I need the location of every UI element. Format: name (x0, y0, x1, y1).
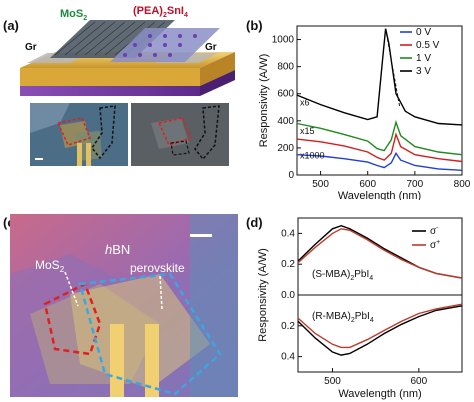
legend-label-b: 0.5 V (416, 40, 440, 51)
x-tick-label-d: 500 (324, 376, 341, 387)
label-s-mba: (S-MBA)2PbI4 (312, 269, 373, 282)
scale-bar (190, 234, 212, 237)
responsivity-chart-b: 500 600 700 800 0 200 400 600 800 1000 Wavelength … (258, 25, 471, 200)
x-tick-label-b: 600 (359, 179, 376, 190)
gr-right-label: Gr (205, 42, 217, 53)
y-axis-label-b: Responsivity (A/W) (258, 54, 270, 148)
panel-a-label: (a) (3, 18, 19, 33)
optical-micrograph-c: hBN MoS2 perovskite (10, 214, 238, 397)
series-line-d-1-0 (297, 305, 463, 356)
y-tick-label-d: 0.2 (281, 259, 295, 270)
x-tick-label-b: 800 (454, 179, 471, 190)
y-axis-label-d: Responsivity (A/W) (257, 248, 269, 342)
x-axis-label-b: Wavelength (nm) (338, 190, 421, 200)
series-line-d-1-1 (297, 303, 463, 349)
x-tick-label-b: 700 (407, 179, 424, 190)
legend-label-b: 1 V (416, 53, 431, 64)
series-line-b-0V (296, 151, 463, 171)
y-tick-label-b: 200 (277, 143, 294, 154)
substrate-side (200, 52, 235, 86)
annotation-x15: x15 (300, 126, 315, 136)
series-line-d-0-1 (297, 228, 463, 279)
device-schematic: MoS2 (PEA)2SnI4 Gr Gr (20, 5, 235, 96)
panel-b-label: (b) (246, 18, 263, 33)
optical-micrograph-right (131, 103, 229, 166)
perovskite-outline (78, 272, 222, 396)
substrate-bottom-layer (20, 86, 200, 96)
series-line-b-3V (296, 28, 463, 126)
legend-label-b: 3 V (416, 66, 431, 77)
y-tick-label-d: 0.0 (281, 290, 295, 301)
x-axis-label-d: Wavelength (nm) (338, 388, 421, 400)
annotation-x1000: x1000 (300, 151, 325, 161)
gr-left-label: Gr (25, 42, 37, 53)
y-tick-label-b: 400 (277, 116, 294, 127)
y-tick-label-d: 0.4 (281, 228, 295, 239)
legend-label-d: σ- (430, 225, 439, 237)
x-tick-label-d: 600 (410, 376, 427, 387)
y-tick-label-d: 0.4 (281, 352, 295, 363)
label-r-mba: (R-MBA)2PbI4 (312, 311, 374, 324)
hbn-label: hBN (105, 242, 130, 257)
peak-shift-line-b (386, 34, 401, 108)
legend-label-b: 0 V (416, 27, 431, 38)
y-tick-label-d: 0.2 (281, 321, 295, 332)
y-tick-label-b: 800 (277, 62, 294, 73)
y-tick-label-b: 600 (277, 89, 294, 100)
mos2-label-c: MoS2 (35, 258, 65, 274)
legend-label-d: σ+ (430, 239, 440, 251)
y-tick-label-b: 1000 (272, 35, 295, 46)
optical-micrograph-left (30, 103, 128, 166)
annotation-x6: x6 (300, 98, 310, 108)
y-tick-label-b: 0 (288, 170, 294, 181)
x-tick-label-b: 500 (312, 179, 329, 190)
pea-schematic-label: (PEA)2SnI4 (133, 5, 188, 19)
substrate-front (20, 68, 200, 86)
plot-frame-b (296, 25, 463, 176)
responsivity-chart-d: 500 600 0.0 0.2 0.4 0.2 0.4 Wavelength (nm) Resp… (257, 217, 463, 400)
series-line-b-1V (296, 119, 463, 156)
panel-d-label: (d) (246, 215, 263, 230)
mos2-schematic-label: MoS2 (60, 8, 87, 22)
series-line-b-05V (296, 132, 463, 163)
perovskite-label-c: perovskite (130, 261, 185, 275)
